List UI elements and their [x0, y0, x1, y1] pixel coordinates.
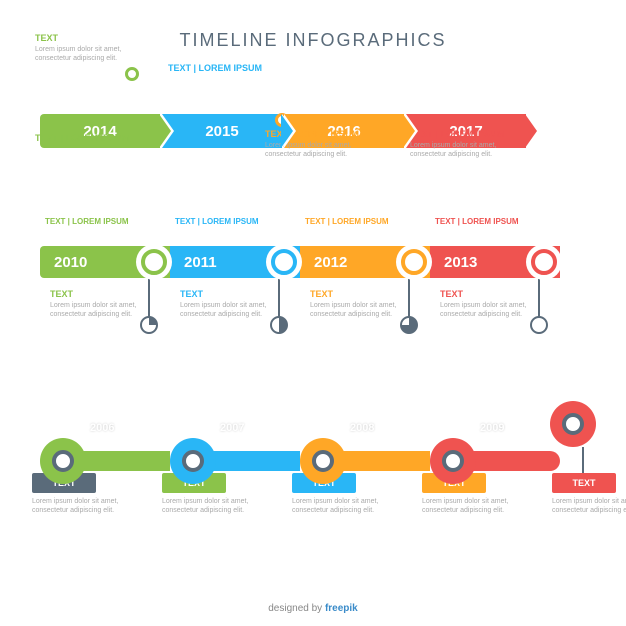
chain-segment: 2009	[430, 438, 560, 484]
segment-label: TEXT | LOREM IPSUM	[435, 217, 519, 226]
segment-text: TEXTLorem ipsum dolor sit amet, consecte…	[50, 289, 150, 319]
text-body: Lorem ipsum dolor sit amet, consectetur …	[292, 497, 382, 515]
round-segment: 2010	[40, 246, 170, 278]
round-segment: 2012	[300, 246, 430, 278]
text-box: TEXT	[552, 473, 616, 493]
segment-label: TEXT | LOREM IPSUM	[305, 217, 389, 226]
chain-segment: 2006	[40, 438, 170, 484]
segment-text: TEXTLorem ipsum dolor sit amet, consecte…	[440, 289, 540, 319]
chain-segment: 2007	[170, 438, 300, 484]
callout: TEXT | LOREM IPSUM	[168, 63, 278, 75]
progress-icon	[400, 316, 418, 334]
round-segment: 2013	[430, 246, 560, 278]
arrow-segment: 2015	[162, 114, 282, 148]
timeline-row-3: 2006TEXTLorem ipsum dolor sit amet, cons…	[40, 401, 586, 521]
segment-text: TEXTLorem ipsum dolor sit amet, consecte…	[310, 289, 410, 319]
segment-text: TEXTLorem ipsum dolor sit amet, consecte…	[180, 289, 280, 319]
segment-label: TEXT | LOREM IPSUM	[45, 217, 129, 226]
text-body: Lorem ipsum dolor sit amet, consectetur …	[32, 497, 122, 515]
progress-icon	[140, 316, 158, 334]
text-body: Lorem ipsum dolor sit amet, consectetur …	[422, 497, 512, 515]
credit-line: designed by freepik	[0, 603, 626, 614]
callout: TEXT | LOREM IPSUMLorem ipsum dolor sit …	[410, 129, 520, 159]
timeline-row-1: 2014201520162017TEXTLorem ipsum dolor si…	[40, 81, 586, 181]
text-body: Lorem ipsum dolor sit amet, consectetur …	[552, 497, 626, 515]
round-segment: 2011	[170, 246, 300, 278]
credit-prefix: designed by	[268, 603, 325, 614]
segment-label: TEXT | LOREM IPSUM	[175, 217, 259, 226]
credit-brand: freepik	[325, 603, 358, 614]
text-body: Lorem ipsum dolor sit amet, consectetur …	[162, 497, 252, 515]
progress-icon	[530, 316, 548, 334]
progress-icon	[270, 316, 288, 334]
chain-segment: 2008	[300, 438, 430, 484]
timeline-row-2: 2010TEXT | LOREM IPSUMTEXTLorem ipsum do…	[40, 231, 586, 351]
callout: TEXTLorem ipsum dolor sit amet, consecte…	[35, 33, 145, 63]
